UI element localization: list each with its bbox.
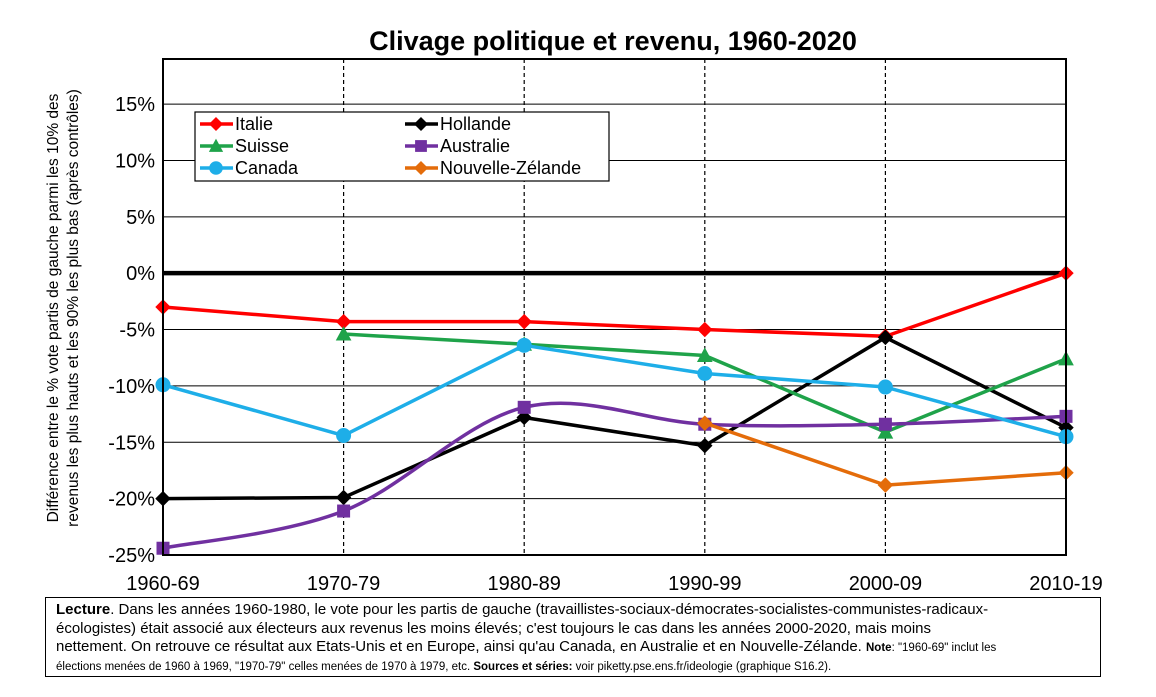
data-point-canada: [697, 366, 713, 382]
legend: Italie Hollande Suisse Australie Canada Nouve…: [194, 111, 610, 182]
data-point-canada: [877, 379, 893, 395]
chart: Clivage politique et revenu, 1960-2020 D…: [45, 26, 1103, 595]
data-point-nouvelle-zelande: [877, 477, 894, 493]
data-point-australie: [337, 504, 351, 518]
legend-marker: [209, 161, 223, 175]
data-point-hollande: [697, 437, 713, 454]
legend-item-hollande: Hollande: [405, 114, 511, 134]
data-point-canada: [336, 428, 352, 444]
legend-marker: [413, 160, 429, 176]
reading-note: Lecture. Dans les années 1960-1980, le v…: [45, 597, 1101, 677]
data-point-italie: [697, 321, 713, 338]
legend-marker: [415, 140, 427, 152]
series-line-hollande: [162, 335, 1067, 501]
legend-label: Hollande: [440, 114, 511, 134]
legend-label: Canada: [235, 158, 299, 178]
data-point-hollande: [335, 489, 352, 506]
series-line-canada: [162, 343, 1067, 439]
x-tick-label: 1960-69: [126, 573, 199, 595]
data-point-australie: [517, 400, 531, 414]
y-tick-label: 5%: [126, 207, 155, 229]
y-tick-label: 15%: [115, 94, 155, 116]
data-point-suisse: [877, 424, 894, 439]
plot-frame: [162, 58, 1067, 556]
legend-label: Suisse: [235, 136, 289, 156]
note-lecture-label: Lecture: [56, 601, 111, 618]
series-hollande: [155, 329, 1074, 507]
data-point-hollande: [877, 329, 894, 346]
y-tick-label: 10%: [115, 150, 155, 172]
note-line-3-text: nettement. On retrouve ce résultat aux E…: [56, 638, 866, 655]
x-tick-label: 1990-99: [668, 573, 741, 595]
y-tick-label: -15%: [108, 432, 155, 454]
series-line-australie: [162, 401, 1067, 550]
note-sources-label: Sources et séries:: [473, 660, 573, 673]
note-sources-text: voir piketty.pse.ens.fr/ideologie (graph…: [572, 660, 832, 673]
note-line-4: élections menées de 1960 à 1969, "1970-7…: [56, 658, 1090, 677]
legend-item-italie: Italie: [200, 114, 273, 134]
legend-marker: [208, 116, 224, 132]
legend-item-australie: Australie: [405, 136, 510, 156]
data-point-hollande: [516, 409, 532, 426]
data-point-suisse: [696, 347, 713, 362]
data-point-australie: [878, 417, 892, 431]
y-tick-label: -10%: [108, 376, 155, 398]
data-point-suisse: [335, 325, 352, 341]
note-line-3: nettement. On retrouve ce résultat aux E…: [56, 638, 1090, 658]
data-point-italie: [516, 313, 532, 330]
y-tick-label: -5%: [119, 320, 155, 342]
x-tick-label: 2000-09: [849, 573, 922, 595]
legend-item-canada: Canada: [200, 158, 299, 178]
y-axis-title-line2: revenus les plus hauts et les 90% les pl…: [65, 89, 82, 527]
legend-item-suisse: Suisse: [200, 136, 289, 156]
y-tick-label: -20%: [108, 489, 155, 511]
legend-marker: [208, 138, 224, 152]
note-note-label: Note: [866, 642, 892, 654]
legend-box: [194, 111, 610, 182]
y-tick-labels: 15% 10% 5% 0% -5% -10% -15% -20% -25%: [108, 94, 155, 567]
data-point-nouvelle-zelande: [697, 415, 713, 431]
x-tick-label: 1980-89: [487, 573, 560, 595]
plot-frame-layer: [162, 58, 1067, 556]
series-layer: [155, 265, 1074, 555]
note-line-2: écologistes) était associé aux électeurs…: [56, 619, 931, 637]
note-note-text: : "1960-69" inclut les: [891, 642, 997, 654]
series-line-italie: [162, 271, 1067, 339]
y-axis-title-line1: Différence entre le % vote partis de gau…: [45, 93, 62, 522]
x-tick-label: 1970-79: [307, 573, 380, 595]
series-italie: [155, 265, 1074, 345]
series-canada: [155, 337, 1074, 445]
chart-title: Clivage politique et revenu, 1960-2020: [369, 26, 857, 56]
x-tick-label: 2010-19: [1029, 573, 1102, 595]
data-point-canada: [516, 337, 532, 353]
y-axis-title: Différence entre le % vote partis de gau…: [45, 89, 82, 527]
note-line-1: Lecture. Dans les années 1960-1980, le v…: [56, 601, 1090, 620]
x-tick-labels: 1960-69 1970-79 1980-89 1990-99 2000-09 2010-…: [126, 573, 1102, 595]
legend-item-nouvelle-zelande: Nouvelle-Zélande: [405, 158, 581, 178]
legend-label: Italie: [235, 114, 273, 134]
note-line-4-text: élections menées de 1960 à 1969, "1970-7…: [56, 660, 474, 673]
y-tick-label: 0%: [126, 263, 155, 285]
note-line-1-text: . Dans les années 1960-1980, le vote pou…: [110, 601, 989, 618]
legend-label: Australie: [440, 136, 510, 156]
y-tick-label: -25%: [108, 545, 155, 567]
legend-label: Nouvelle-Zélande: [440, 158, 581, 178]
legend-marker: [413, 116, 429, 132]
